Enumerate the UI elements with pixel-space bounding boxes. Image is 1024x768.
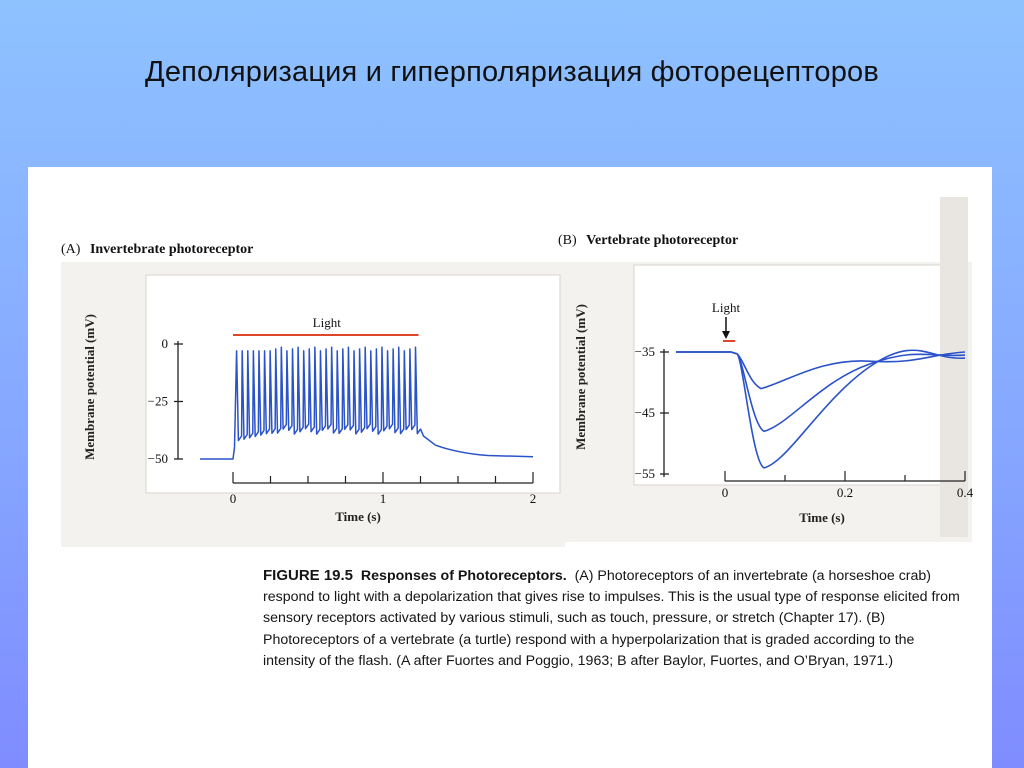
panel-b-x-tick-label: 0 xyxy=(722,485,729,500)
panel-b-title-text: (B) Vertebrate photoreceptor xyxy=(558,233,738,248)
panel-b: (B) Vertebrate photoreceptor Membrane po… xyxy=(558,197,974,542)
panel-a-x-tick-label: 1 xyxy=(380,491,387,506)
caption-text: (A) Photoreceptors of an invertebrate (a… xyxy=(263,568,960,669)
panel-b-title: Vertebrate photoreceptor xyxy=(586,233,738,248)
figure-caption: FIGURE 19.5 Responses of Photoreceptors.… xyxy=(263,565,963,672)
panel-a-light-label: Light xyxy=(313,315,342,330)
panel-a-x-tick-label: 0 xyxy=(230,491,237,506)
panel-a-y-tick-label: −25 xyxy=(148,394,168,409)
panel-a-ylabel: Membrane potential (mV) xyxy=(82,314,97,460)
panel-a-xlabel: Time (s) xyxy=(335,509,381,524)
panel-b-stimulus: Light xyxy=(712,300,741,342)
panel-b-label: (B) xyxy=(558,233,577,248)
page-gutter-shadow xyxy=(940,197,968,537)
panel-b-trace-1 xyxy=(676,351,966,390)
panel-a-traces xyxy=(200,346,534,460)
panel-a: (A) Invertebrate photoreceptor Membrane … xyxy=(61,242,565,547)
panel-a-title: Invertebrate photoreceptor xyxy=(90,242,253,257)
panel-b-trace-3 xyxy=(676,349,966,469)
panel-b-y-tick-label: −45 xyxy=(635,405,655,420)
panel-a-axes: 0 −25 −50 0 1 2 xyxy=(148,336,537,506)
panel-b-xlabel: Time (s) xyxy=(799,510,845,525)
panel-a-y-tick-label: −50 xyxy=(148,451,168,466)
caption-heading: Responses of Photoreceptors. xyxy=(360,568,567,584)
panel-b-ylabel: Membrane potential (mV) xyxy=(573,304,588,450)
panel-a-x-tick-label: 2 xyxy=(530,491,537,506)
panel-b-y-tick-label: −35 xyxy=(635,344,655,359)
panel-b-y-tick-label: −55 xyxy=(635,466,655,481)
panel-b-axes: −35 −45 −55 0 0.2 0.4 xyxy=(635,344,974,500)
panel-a-stimulus: Light xyxy=(233,315,419,336)
panel-b-light-arrow-head xyxy=(722,331,730,339)
caption-figure-number: FIGURE 19.5 xyxy=(263,567,354,584)
panel-b-x-tick-label: 0.4 xyxy=(957,485,974,500)
panel-b-plot-area xyxy=(633,264,947,486)
panel-a-title-text: (A) Invertebrate photoreceptor xyxy=(61,242,253,257)
panel-b-x-tick-label: 0.2 xyxy=(837,485,853,500)
panel-b-trace-2 xyxy=(676,351,966,433)
panel-b-traces xyxy=(676,349,966,469)
slide-title: Деполяризация и гиперполяризация фоторец… xyxy=(144,56,879,88)
panel-a-label: (A) xyxy=(61,242,81,257)
panel-a-trace xyxy=(200,346,534,460)
panel-a-y-tick-label: 0 xyxy=(162,336,169,351)
textbook-page: (A) Invertebrate photoreceptor Membrane … xyxy=(28,167,992,768)
figure: (A) Invertebrate photoreceptor Membrane … xyxy=(61,197,974,547)
panel-b-light-label: Light xyxy=(712,300,741,315)
